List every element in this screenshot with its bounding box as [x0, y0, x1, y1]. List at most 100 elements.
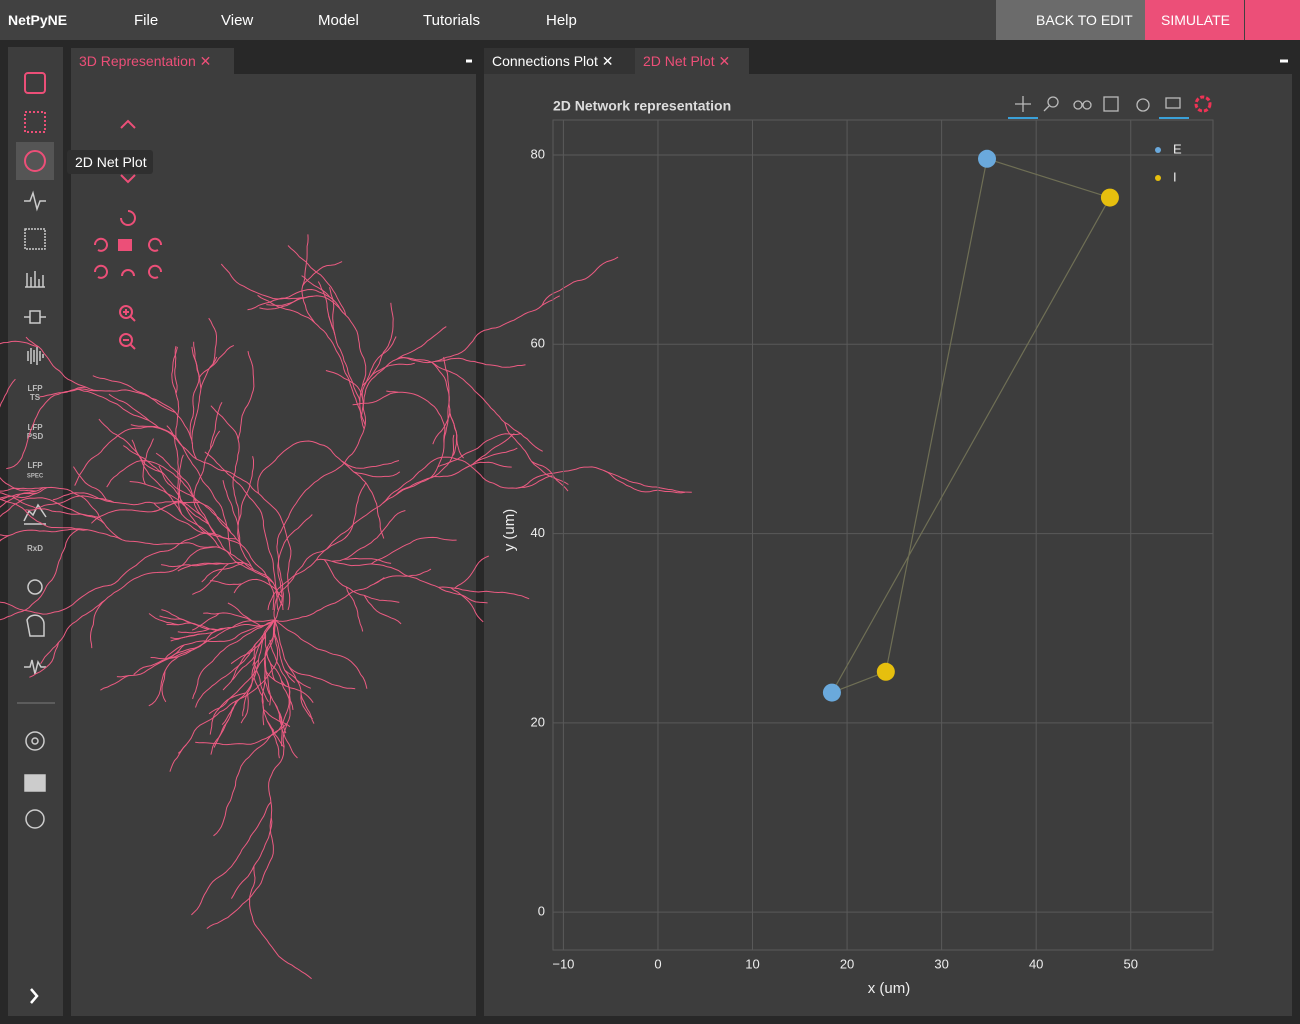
menu-item[interactable]: View	[221, 12, 254, 29]
tab-label: 3D Representation	[79, 53, 196, 69]
simulate-dropdown[interactable]	[1245, 0, 1300, 40]
neuron-branch	[343, 557, 392, 564]
neuron-branch	[0, 498, 279, 611]
neuron-branch	[40, 599, 106, 665]
neuron-branch	[208, 619, 276, 715]
neuron-branch	[198, 344, 235, 379]
neuron-branch	[0, 340, 39, 348]
connection-lines	[831, 158, 1111, 694]
neuron-branch	[382, 356, 450, 504]
neuron-branch	[161, 561, 252, 568]
neuron-branch	[204, 451, 284, 607]
legend-marker	[1155, 147, 1161, 153]
neuron-branch	[257, 440, 400, 494]
x-tick-label: 0	[654, 956, 661, 971]
neuron-branch	[323, 559, 400, 603]
neuron-branch	[166, 619, 276, 660]
simulate-button[interactable]: SIMULATE	[1145, 0, 1244, 40]
menu-item[interactable]: Tutorials	[423, 12, 480, 29]
neuron-branch	[98, 418, 221, 549]
neuron-branch	[164, 619, 276, 659]
neuron-branch	[195, 619, 276, 708]
neuron-branch	[353, 471, 401, 478]
neuron-branch	[148, 613, 179, 626]
neuron-branch	[273, 627, 296, 683]
sidebar-label: PSD	[27, 432, 44, 441]
plot-frame	[552, 119, 1214, 951]
x-tick-label: −10	[552, 956, 574, 971]
neuron-branch	[206, 817, 274, 929]
neuron-branch	[0, 476, 37, 492]
neuron-branch	[263, 619, 287, 734]
x-tick-label: 50	[1124, 956, 1138, 971]
neuron-branch	[161, 670, 167, 703]
neuron-branch	[75, 388, 159, 428]
neuron-branch	[195, 679, 291, 746]
legend-marker	[1155, 175, 1161, 181]
menu-item[interactable]: Help	[546, 12, 577, 29]
neuron-branch	[230, 622, 273, 665]
neuron-branch	[363, 595, 402, 625]
neuron-branch	[0, 487, 48, 499]
neuron-branch	[192, 619, 276, 700]
neuron-branch	[345, 586, 364, 632]
neuron-branch	[158, 465, 214, 539]
neuron-branch	[6, 394, 55, 470]
tab[interactable]: 3D Representation ✕	[71, 48, 234, 74]
neuron-branch	[242, 659, 259, 717]
brand[interactable]: NetPyNE	[8, 12, 68, 28]
left-panel	[71, 74, 476, 1016]
neuron-branch	[213, 722, 288, 837]
neuron-branch	[92, 375, 176, 414]
tab[interactable]: 2D Net Plot ✕	[635, 48, 749, 74]
point	[876, 662, 895, 681]
neuron-branch	[191, 801, 272, 916]
neuron-branch	[274, 514, 313, 621]
neuron-branch	[74, 426, 292, 611]
menu-item[interactable]: Model	[318, 12, 359, 29]
chart-title: 2D Network representation	[553, 98, 731, 114]
neuron-branch	[191, 356, 218, 444]
neuron-branch	[300, 694, 315, 724]
neuron-branch	[232, 656, 255, 681]
neuron-branch	[344, 482, 367, 539]
tooltip: 2D Net Plot	[67, 150, 153, 174]
neuron-branch	[131, 439, 164, 474]
neuron-branch	[516, 466, 686, 494]
sidebar-icons	[16, 72, 54, 180]
back-to-edit-button[interactable]: BACK TO EDIT	[996, 0, 1145, 40]
y-tick-label: 40	[531, 525, 545, 540]
neuron-branch	[237, 350, 255, 440]
neuron-branch	[54, 388, 198, 460]
neuron-branch	[230, 639, 291, 899]
neuron-branch	[150, 640, 207, 660]
chart-toolbar	[1008, 95, 1212, 119]
tab-label: Connections Plot	[492, 53, 598, 69]
legend-label: I	[1173, 169, 1177, 184]
button-label: SIMULATE	[1161, 12, 1230, 28]
neuron-branch	[325, 370, 363, 398]
neuron-branch	[0, 487, 44, 508]
neuron-branch	[253, 666, 264, 697]
neuron-branch	[189, 346, 200, 437]
neuron-branch	[316, 558, 488, 604]
tab-label: 2D Net Plot	[643, 53, 715, 69]
neuron-branch	[0, 492, 37, 499]
neuron-branch	[130, 424, 232, 554]
menu-item[interactable]: File	[134, 12, 159, 29]
y-tick-label: 20	[531, 714, 545, 729]
neuron-branch	[100, 675, 129, 691]
neuron-branch	[0, 528, 80, 621]
neuron-branch	[209, 692, 246, 735]
neuron-branch	[166, 425, 183, 515]
neuron-branch	[227, 602, 254, 623]
neuron-branch	[222, 480, 239, 526]
tab[interactable]: Connections Plot ✕	[484, 48, 638, 74]
button-label: BACK TO EDIT	[1036, 12, 1133, 28]
y-axis-label: y (um)	[501, 509, 518, 552]
neuron-branch	[541, 256, 619, 306]
neuron-branch	[371, 536, 457, 565]
neuron-branch	[386, 390, 446, 444]
